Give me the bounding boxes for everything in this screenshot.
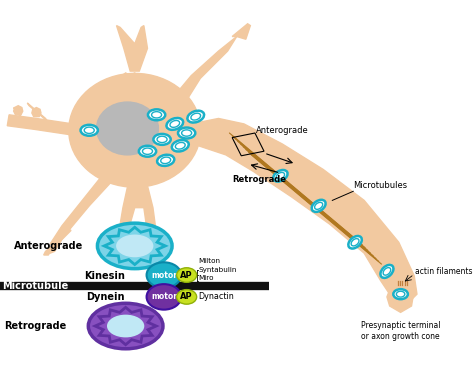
Ellipse shape bbox=[146, 284, 181, 309]
Text: Kinesin: Kinesin bbox=[84, 271, 125, 281]
Polygon shape bbox=[104, 227, 165, 265]
Ellipse shape bbox=[273, 170, 288, 182]
Polygon shape bbox=[168, 36, 237, 107]
Ellipse shape bbox=[191, 113, 201, 120]
Ellipse shape bbox=[383, 268, 391, 275]
Text: Dynactin: Dynactin bbox=[199, 293, 234, 301]
Polygon shape bbox=[14, 107, 25, 122]
Text: Retrograde: Retrograde bbox=[5, 321, 67, 331]
Ellipse shape bbox=[172, 140, 189, 152]
Ellipse shape bbox=[166, 118, 183, 130]
Text: motor: motor bbox=[151, 270, 177, 280]
Ellipse shape bbox=[88, 303, 163, 349]
Ellipse shape bbox=[148, 109, 165, 120]
Ellipse shape bbox=[161, 157, 171, 163]
Text: Anterograde: Anterograde bbox=[14, 241, 83, 251]
Text: motor: motor bbox=[151, 293, 177, 301]
Polygon shape bbox=[117, 26, 147, 71]
Ellipse shape bbox=[69, 73, 201, 187]
Polygon shape bbox=[7, 115, 73, 135]
Polygon shape bbox=[232, 24, 250, 39]
Ellipse shape bbox=[276, 173, 284, 179]
Polygon shape bbox=[109, 73, 146, 103]
Ellipse shape bbox=[157, 136, 167, 142]
Text: AP: AP bbox=[180, 293, 193, 301]
Polygon shape bbox=[50, 176, 111, 246]
Ellipse shape bbox=[84, 127, 94, 134]
Ellipse shape bbox=[351, 238, 359, 246]
Ellipse shape bbox=[187, 111, 204, 123]
Text: Microtubule: Microtubule bbox=[2, 281, 68, 291]
Ellipse shape bbox=[315, 202, 323, 209]
Polygon shape bbox=[50, 228, 71, 253]
Polygon shape bbox=[118, 178, 156, 235]
Polygon shape bbox=[27, 103, 47, 121]
Ellipse shape bbox=[175, 142, 185, 149]
Ellipse shape bbox=[393, 289, 408, 299]
Ellipse shape bbox=[152, 112, 162, 118]
Ellipse shape bbox=[177, 290, 197, 304]
Polygon shape bbox=[182, 118, 417, 306]
Polygon shape bbox=[14, 106, 23, 115]
Ellipse shape bbox=[177, 268, 197, 282]
Ellipse shape bbox=[312, 200, 326, 212]
Ellipse shape bbox=[178, 128, 195, 138]
Ellipse shape bbox=[170, 120, 180, 127]
Polygon shape bbox=[44, 242, 60, 255]
Ellipse shape bbox=[97, 102, 158, 155]
Ellipse shape bbox=[98, 223, 172, 269]
Ellipse shape bbox=[143, 148, 153, 155]
Polygon shape bbox=[387, 280, 414, 312]
Text: Dynein: Dynein bbox=[86, 292, 125, 302]
Ellipse shape bbox=[396, 291, 405, 297]
Text: AP: AP bbox=[180, 270, 193, 280]
Ellipse shape bbox=[381, 265, 393, 278]
Text: Microtubules: Microtubules bbox=[353, 181, 407, 190]
Polygon shape bbox=[95, 307, 156, 345]
Ellipse shape bbox=[348, 236, 362, 248]
Ellipse shape bbox=[146, 262, 181, 288]
Text: Anterograde: Anterograde bbox=[256, 126, 309, 135]
Ellipse shape bbox=[107, 315, 144, 337]
Text: Milton
Syntabulin
Miro: Milton Syntabulin Miro bbox=[199, 258, 237, 281]
Text: actin filaments: actin filaments bbox=[415, 267, 473, 276]
Polygon shape bbox=[32, 107, 41, 117]
Text: Retrograde: Retrograde bbox=[232, 175, 286, 184]
Text: Presynaptic terminal
or axon growth cone: Presynaptic terminal or axon growth cone bbox=[361, 322, 440, 341]
Ellipse shape bbox=[139, 146, 156, 157]
Ellipse shape bbox=[116, 234, 154, 257]
Ellipse shape bbox=[154, 134, 171, 145]
Ellipse shape bbox=[81, 125, 98, 136]
Ellipse shape bbox=[182, 130, 191, 136]
Ellipse shape bbox=[157, 155, 174, 166]
